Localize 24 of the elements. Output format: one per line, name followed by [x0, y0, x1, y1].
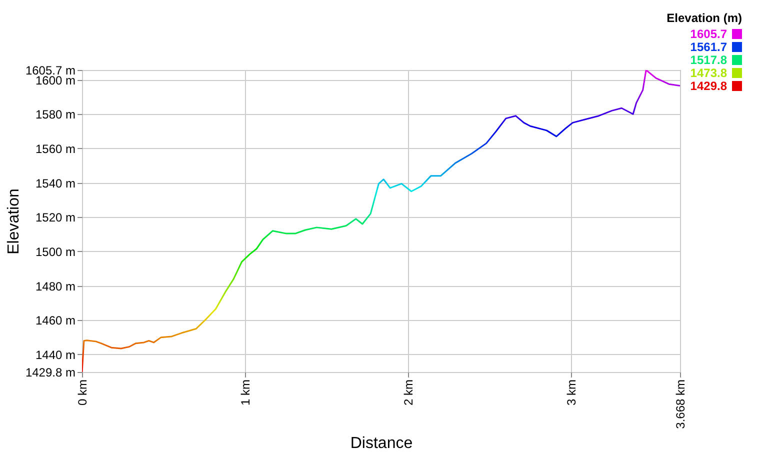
y-tick-label: 1580 m — [35, 108, 76, 122]
y-tick-label: 1560 m — [35, 142, 76, 156]
y-tick-label: 1440 m — [35, 348, 76, 362]
x-tick-label: 3 km — [564, 380, 579, 406]
y-tick-label: 1605.7 m — [25, 64, 76, 78]
x-axis-title: Distance — [350, 434, 413, 452]
y-tick-label: 1540 m — [35, 176, 76, 190]
y-tick-label: 1500 m — [35, 244, 76, 259]
y-tick-label: 1480 m — [35, 279, 76, 294]
x-tick-label: 1 km — [238, 380, 253, 406]
text: 1473.8 — [690, 66, 727, 80]
text: 1605.7 — [690, 27, 727, 41]
text: 1517.8 — [690, 53, 727, 67]
text: Elevation (m) — [666, 11, 742, 25]
text: 1561.7 — [690, 40, 727, 54]
x-tick-label: 3.668 km — [674, 379, 688, 429]
line-series — [82, 70, 680, 372]
y-tick-label: 1429.8 m — [25, 366, 76, 380]
y-tick-label: 1520 m — [35, 210, 76, 225]
x-tick-label: 2 km — [402, 380, 416, 406]
y-tick-label: 1460 m — [35, 314, 76, 328]
y-axis-title: Elevation — [5, 188, 22, 254]
text: 1429.8 — [690, 79, 727, 93]
x-tick-label: 0 km — [76, 380, 90, 406]
